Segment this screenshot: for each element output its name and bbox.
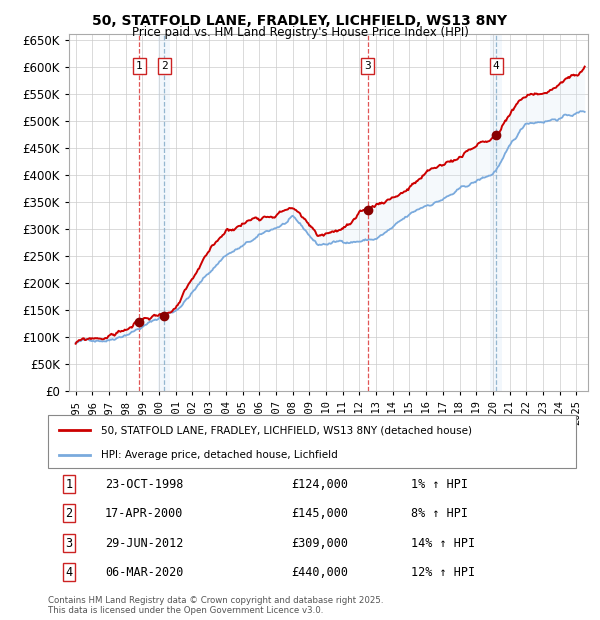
Text: Price paid vs. HM Land Registry's House Price Index (HPI): Price paid vs. HM Land Registry's House … <box>131 26 469 39</box>
Text: 1: 1 <box>136 61 142 71</box>
Text: 17-APR-2000: 17-APR-2000 <box>105 507 184 520</box>
Text: 50, STATFOLD LANE, FRADLEY, LICHFIELD, WS13 8NY: 50, STATFOLD LANE, FRADLEY, LICHFIELD, W… <box>92 14 508 28</box>
Text: 3: 3 <box>65 537 73 549</box>
Bar <box>490 34 502 391</box>
Text: 2: 2 <box>65 507 73 520</box>
Text: £309,000: £309,000 <box>291 537 348 549</box>
Bar <box>158 34 170 391</box>
Text: 8% ↑ HPI: 8% ↑ HPI <box>411 507 468 520</box>
Text: 1% ↑ HPI: 1% ↑ HPI <box>411 478 468 490</box>
Text: 1: 1 <box>65 478 73 490</box>
Text: 4: 4 <box>65 566 73 578</box>
Text: £145,000: £145,000 <box>291 507 348 520</box>
Text: 3: 3 <box>364 61 371 71</box>
Text: 2: 2 <box>161 61 167 71</box>
FancyBboxPatch shape <box>48 415 576 468</box>
Text: Contains HM Land Registry data © Crown copyright and database right 2025.
This d: Contains HM Land Registry data © Crown c… <box>48 596 383 615</box>
Text: 12% ↑ HPI: 12% ↑ HPI <box>411 566 475 578</box>
Text: 4: 4 <box>493 61 500 71</box>
Text: £124,000: £124,000 <box>291 478 348 490</box>
Text: 29-JUN-2012: 29-JUN-2012 <box>105 537 184 549</box>
Text: 06-MAR-2020: 06-MAR-2020 <box>105 566 184 578</box>
Text: 23-OCT-1998: 23-OCT-1998 <box>105 478 184 490</box>
Text: 14% ↑ HPI: 14% ↑ HPI <box>411 537 475 549</box>
Text: 50, STATFOLD LANE, FRADLEY, LICHFIELD, WS13 8NY (detached house): 50, STATFOLD LANE, FRADLEY, LICHFIELD, W… <box>101 425 472 435</box>
Text: HPI: Average price, detached house, Lichfield: HPI: Average price, detached house, Lich… <box>101 450 338 460</box>
Text: £440,000: £440,000 <box>291 566 348 578</box>
